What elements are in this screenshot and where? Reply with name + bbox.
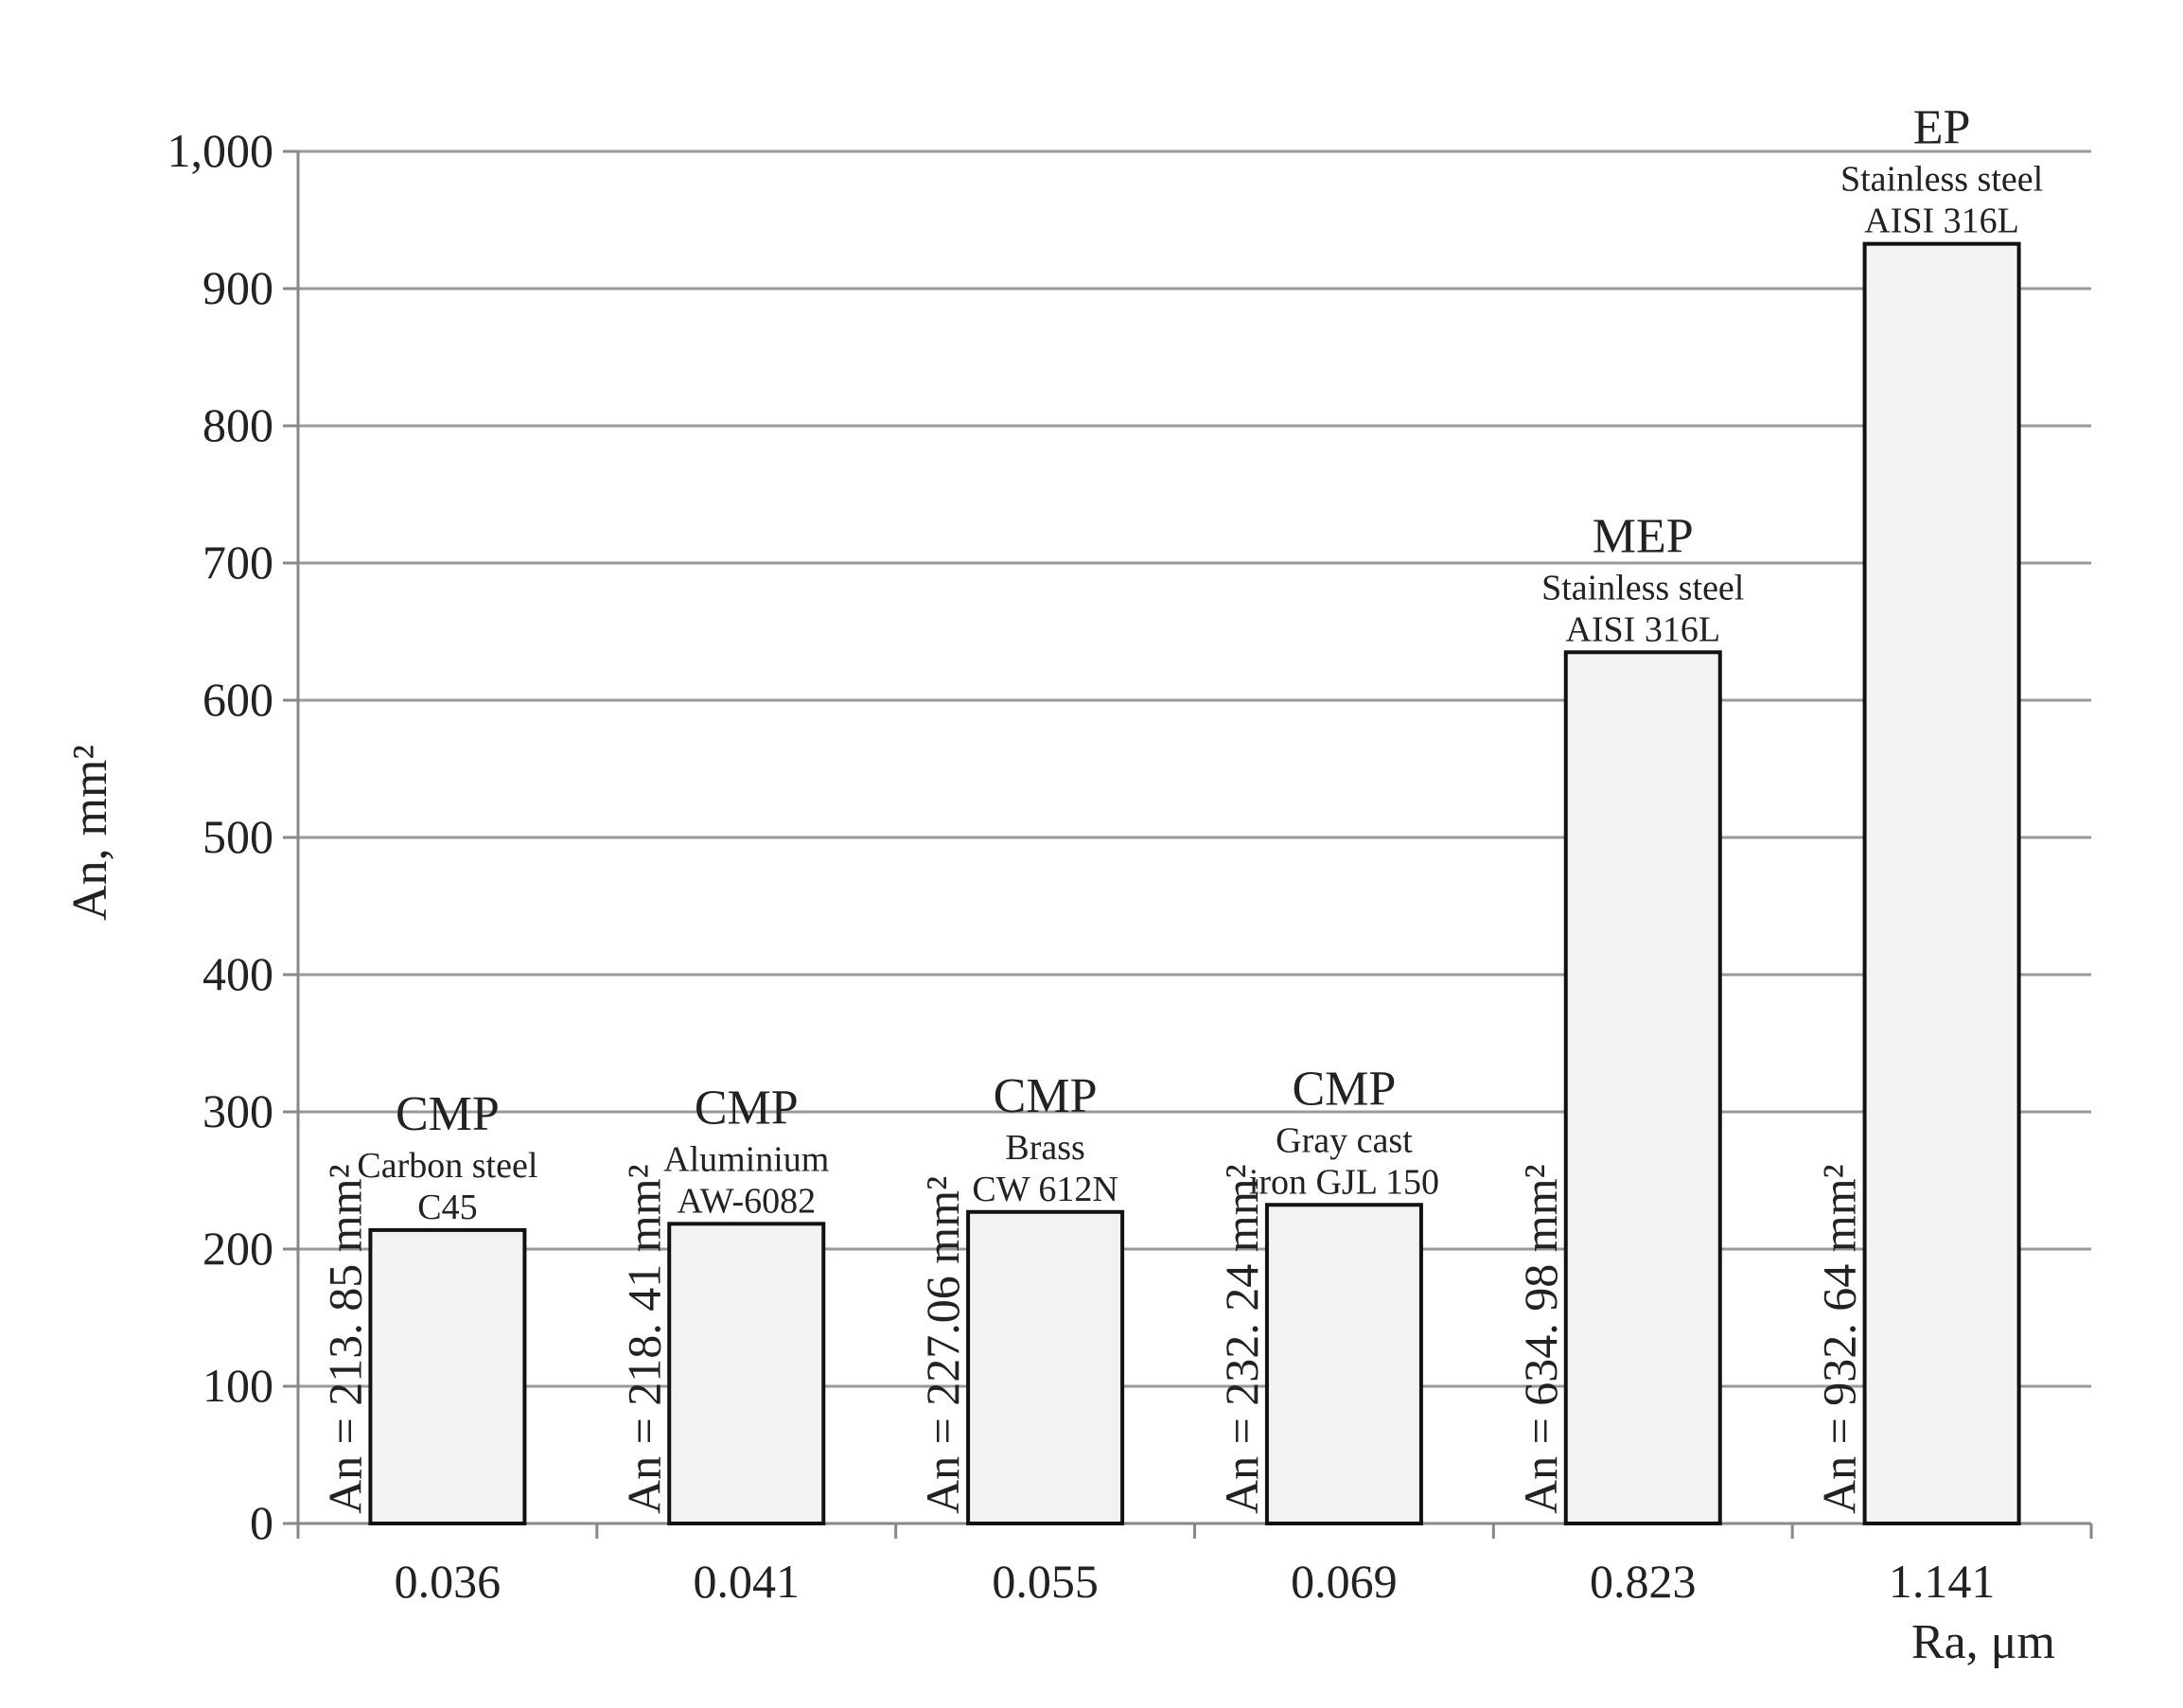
y-tick-label: 200 (202, 1222, 273, 1275)
x-tick-label: 0.041 (694, 1555, 801, 1608)
y-tick-label: 500 (202, 810, 273, 863)
value-label: An = 227.06 mm² (916, 1176, 969, 1514)
process-label: CMP (994, 1069, 1098, 1123)
material-label: AW-6082 (677, 1181, 816, 1221)
x-tick-label: 0.823 (1590, 1555, 1697, 1608)
grid-lines (298, 150, 2091, 1388)
y-tick-label: 300 (202, 1084, 273, 1137)
y-tick-label: 0 (250, 1496, 273, 1549)
bar (1264, 1203, 1423, 1525)
material-label: Brass (1005, 1128, 1084, 1168)
bar (667, 1222, 826, 1526)
process-label: CMP (695, 1081, 799, 1135)
x-tick-label: 0.069 (1291, 1555, 1398, 1608)
material-label: iron GJL 150 (1249, 1162, 1439, 1202)
value-label: An = 932. 64 mm² (1813, 1164, 1866, 1514)
material-label: Stainless steel (1541, 568, 1744, 607)
bars (368, 241, 2021, 1526)
y-tick-label: 100 (202, 1359, 273, 1412)
x-axis-label: Ra, μm (1911, 1615, 2055, 1669)
value-label: An = 218. 41 mm² (617, 1164, 670, 1514)
y-axis-label: An, mm² (63, 745, 117, 921)
y-tick-label: 600 (202, 673, 273, 726)
material-label: AISI 316L (1864, 202, 2019, 241)
bar (966, 1209, 1125, 1525)
material-label: Gray cast (1276, 1120, 1413, 1160)
bar (1563, 650, 1722, 1525)
material-label: Carbon steel (357, 1146, 537, 1186)
labels: 0 100 200 300 400 500 600 700 800 900 1,000 0.036 CM… (167, 101, 2044, 1608)
process-label: EP (1913, 101, 1971, 155)
x-tick-label: 0.055 (992, 1555, 1099, 1608)
value-label: An = 213. 85 mm² (318, 1164, 371, 1514)
material-label: Stainless steel (1840, 160, 2043, 200)
bar (368, 1227, 527, 1525)
process-label: CMP (1292, 1062, 1396, 1116)
value-label: An = 634. 98 mm² (1514, 1164, 1567, 1514)
material-label: Aluminium (663, 1139, 829, 1179)
y-tick-label: 800 (202, 398, 273, 451)
process-label: CMP (396, 1087, 500, 1141)
y-tick-label: 1,000 (167, 124, 274, 177)
x-tick-label: 1.141 (1889, 1555, 1996, 1608)
material-label: AISI 316L (1565, 609, 1720, 649)
axes (283, 150, 2093, 1539)
material-label: C45 (417, 1188, 477, 1227)
y-tick-label: 400 (202, 947, 273, 1000)
value-label: An = 232. 24 mm² (1215, 1164, 1268, 1514)
process-label: MEP (1593, 509, 1694, 563)
x-tick-label: 0.036 (395, 1555, 502, 1608)
y-tick-label: 700 (202, 536, 273, 589)
y-tick-label: 900 (202, 261, 273, 314)
material-label: CW 612N (972, 1170, 1118, 1209)
bar (1862, 241, 2021, 1525)
